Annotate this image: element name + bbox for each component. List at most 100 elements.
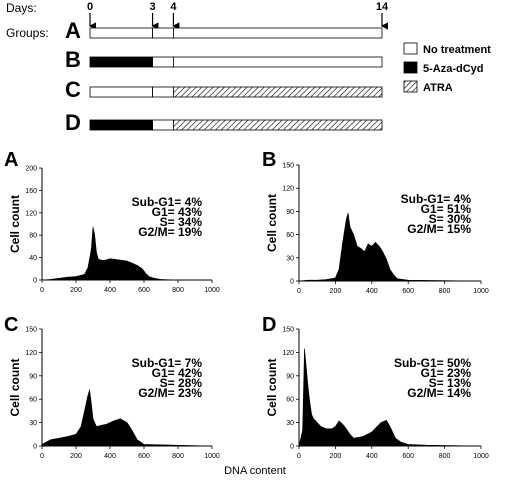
group-d-segment-1 bbox=[152, 119, 174, 131]
y-tick-label-150: 150 bbox=[282, 163, 294, 170]
shared-x-axis-label: DNA content bbox=[224, 465, 286, 477]
x-tick-label-1000: 1000 bbox=[473, 288, 489, 295]
panel-letter-b: B bbox=[262, 149, 276, 171]
x-tick-label-0: 0 bbox=[297, 288, 301, 295]
phase-annotation-2: S= 34% bbox=[160, 215, 203, 229]
phase-annotation-3: G2/M= 15% bbox=[407, 222, 471, 236]
x-tick-label-200: 200 bbox=[70, 453, 82, 460]
phase-annotation-3: G2/M= 23% bbox=[138, 386, 202, 400]
x-tick-label-800: 800 bbox=[439, 453, 451, 460]
y-tick-label-90: 90 bbox=[286, 209, 294, 216]
y-tick-label-160: 160 bbox=[25, 188, 37, 195]
day-tick-label-3: 3 bbox=[150, 1, 156, 13]
y-tick-label-150: 150 bbox=[25, 327, 37, 334]
phase-annotation-2: S= 28% bbox=[160, 376, 203, 390]
x-tick-label-200: 200 bbox=[70, 287, 82, 294]
legend: No treatment 5-Aza-dCyd ATRA bbox=[403, 42, 491, 94]
histogram-area-b bbox=[298, 212, 482, 282]
day-tick-label-14: 14 bbox=[376, 1, 389, 13]
legend-label-aza: 5-Aza-dCyd bbox=[423, 63, 484, 75]
x-tick-label-0: 0 bbox=[40, 453, 44, 460]
y-tick-label-60: 60 bbox=[29, 397, 37, 404]
x-tick-label-400: 400 bbox=[104, 287, 116, 294]
y-axis-label: Cell count bbox=[8, 195, 22, 253]
legend-label-none: No treatment bbox=[423, 44, 491, 56]
group-b-segment-0 bbox=[89, 56, 153, 68]
y-tick-label-40: 40 bbox=[29, 255, 37, 262]
x-tick-label-600: 600 bbox=[138, 287, 150, 294]
legend-swatch-aza bbox=[403, 61, 418, 74]
y-tick-label-200: 200 bbox=[25, 166, 37, 173]
y-tick-label-120: 120 bbox=[25, 210, 37, 217]
y-tick-label-0: 0 bbox=[290, 279, 294, 286]
y-tick-label-120: 120 bbox=[282, 186, 294, 193]
x-tick-label-400: 400 bbox=[366, 453, 378, 460]
y-tick-label-60: 60 bbox=[286, 397, 294, 404]
y-axis-label: Cell count bbox=[8, 358, 22, 416]
group-c-segment-2 bbox=[173, 86, 383, 98]
group-d-segment-2 bbox=[173, 119, 383, 131]
panel-letter-c: C bbox=[4, 314, 18, 336]
y-tick-label-120: 120 bbox=[282, 350, 294, 357]
x-tick-label-400: 400 bbox=[104, 453, 116, 460]
x-tick-label-1000: 1000 bbox=[473, 453, 489, 460]
group-b-segment-1 bbox=[152, 56, 174, 68]
day-tick-label-0: 0 bbox=[87, 1, 93, 13]
phase-annotation-3: G2/M= 14% bbox=[407, 386, 471, 400]
group-b-segment-2 bbox=[173, 56, 383, 68]
legend-label-atra: ATRA bbox=[423, 82, 453, 94]
legend-swatch-none bbox=[403, 42, 418, 55]
phase-annotation-1: G1= 43% bbox=[152, 205, 203, 219]
groups-label: Groups: bbox=[6, 26, 49, 40]
histogram-area-a bbox=[41, 226, 212, 281]
x-tick-label-0: 0 bbox=[297, 453, 301, 460]
y-axis-label: Cell count bbox=[265, 194, 279, 252]
phase-annotation-3: G2/M= 19% bbox=[138, 225, 202, 239]
y-tick-label-30: 30 bbox=[286, 420, 294, 427]
y-tick-label-90: 90 bbox=[29, 373, 37, 380]
x-tick-label-800: 800 bbox=[439, 288, 451, 295]
y-tick-label-60: 60 bbox=[286, 232, 294, 239]
x-tick-label-200: 200 bbox=[330, 453, 342, 460]
y-tick-label-0: 0 bbox=[33, 278, 37, 285]
x-tick-label-600: 600 bbox=[402, 453, 414, 460]
histogram-area-d bbox=[298, 348, 482, 447]
phase-annotation-0: Sub-G1= 50% bbox=[394, 356, 471, 370]
legend-swatch-atra bbox=[403, 80, 418, 93]
x-tick-label-1000: 1000 bbox=[204, 287, 220, 294]
y-tick-label-30: 30 bbox=[29, 420, 37, 427]
y-tick-label-150: 150 bbox=[282, 327, 294, 334]
days-label: Days: bbox=[6, 1, 37, 15]
group-a-segment-2 bbox=[173, 27, 383, 39]
histogram-panel-b: B 0 30 60 90 120 150 0 200 400 600 800 1000 Cell coun… bbox=[262, 149, 489, 295]
x-tick-label-400: 400 bbox=[366, 288, 378, 295]
phase-annotation-1: G1= 23% bbox=[421, 366, 472, 380]
group-label-b: B bbox=[65, 47, 81, 72]
y-tick-label-0: 0 bbox=[33, 444, 37, 451]
x-tick-label-200: 200 bbox=[330, 288, 342, 295]
x-tick-label-600: 600 bbox=[138, 453, 150, 460]
phase-annotation-0: Sub-G1= 7% bbox=[132, 356, 203, 370]
x-tick-label-600: 600 bbox=[402, 288, 414, 295]
group-c-segment-1 bbox=[152, 86, 174, 98]
group-a-segment-0 bbox=[89, 27, 153, 39]
y-axis-label: Cell count bbox=[265, 358, 279, 416]
panel-letter-d: D bbox=[262, 314, 276, 336]
phase-annotation-0: Sub-G1= 4% bbox=[401, 192, 472, 206]
x-tick-label-1000: 1000 bbox=[204, 453, 220, 460]
x-tick-label-0: 0 bbox=[40, 287, 44, 294]
y-tick-label-0: 0 bbox=[290, 444, 294, 451]
histogram-panel-a: A 0 40 80 120 160 200 0 200 400 600 800 1000 Cell cou… bbox=[4, 149, 220, 294]
phase-annotation-2: S= 13% bbox=[429, 376, 472, 390]
day-ticks: 0 3 4 14 bbox=[87, 1, 389, 30]
phase-annotation-1: G1= 51% bbox=[421, 202, 472, 216]
panel-letter-a: A bbox=[4, 149, 18, 171]
phase-annotation-0: Sub-G1= 4% bbox=[132, 195, 203, 209]
y-tick-label-120: 120 bbox=[25, 350, 37, 357]
group-label-d: D bbox=[65, 110, 81, 135]
group-label-c: C bbox=[65, 77, 81, 102]
